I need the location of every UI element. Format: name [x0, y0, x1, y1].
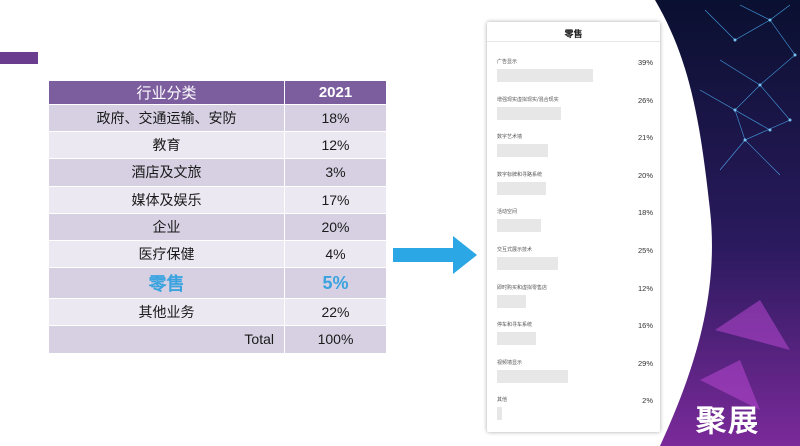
panel-list-item: 其他 2%	[497, 396, 655, 428]
row-label: Total	[48, 325, 285, 354]
panel-item-value: 16%	[637, 321, 653, 331]
table-row: 媒体及娱乐 17%	[48, 185, 387, 214]
panel-item-bar	[497, 332, 536, 346]
right-arrow-icon	[393, 236, 477, 274]
category-header: 行业分类	[48, 80, 285, 105]
panel-item-value: 20%	[637, 170, 653, 180]
panel-item-label: 停车和寻车系统	[497, 322, 533, 329]
row-label: 其他业务	[48, 298, 285, 327]
panel-item-bar	[497, 257, 558, 270]
panel-item-bar	[497, 219, 541, 233]
panel-list-item: 停车和寻车系统 16%	[497, 321, 655, 353]
panel-item-label: 即时购买和虚拟零售店	[497, 284, 548, 291]
row-label: 医疗保健	[48, 239, 285, 269]
table-row-total: Total 100%	[48, 325, 387, 354]
row-value: 3%	[284, 158, 387, 187]
panel-item-label: 交互式展示技术	[497, 247, 533, 253]
panel-item-label: 活动空间	[497, 209, 518, 216]
panel-list-item: 数字艺术墙 21%	[497, 133, 655, 165]
table-row-highlighted: 零售 5%	[48, 267, 387, 300]
retail-panel: 零售 广告显示 39% 增强现实虚拟现实/混合现实 26% 数字艺术墙 21% 数字标牌和寻…	[487, 22, 660, 432]
row-label: 零售	[48, 267, 285, 300]
panel-item-value: 21%	[637, 133, 653, 143]
panel-item-label: 数字标牌和寻路系统	[497, 171, 543, 178]
panel-item-label: 广告显示	[497, 59, 518, 65]
panel-item-bar	[497, 106, 561, 120]
panel-item-label: 视频墙显示	[497, 359, 523, 366]
panel-item-value: 25%	[637, 246, 653, 255]
row-value: 22%	[284, 298, 387, 327]
panel-item-bar	[497, 181, 546, 195]
panel-title: 零售	[564, 30, 583, 40]
panel-item-label: 增强现实虚拟现实/混合现实	[497, 96, 559, 103]
row-label: 媒体及娱乐	[48, 185, 285, 214]
row-value: 5%	[284, 267, 387, 300]
table-row: 教育 12%	[48, 131, 387, 160]
panel-list-item: 数字标牌和寻路系统 20%	[497, 171, 655, 203]
table-row: 酒店及文旅 3%	[48, 158, 387, 187]
panel-list-item: 视频墙显示 29%	[497, 359, 655, 391]
row-value: 12%	[284, 131, 387, 160]
panel-item-value: 2%	[642, 396, 653, 406]
table-header-row: 行业分类 2021	[48, 80, 387, 105]
row-label: 政府、交通运输、安防	[48, 103, 285, 133]
panel-list-item: 交互式展示技术 25%	[497, 246, 655, 278]
panel-item-value: 29%	[637, 358, 653, 368]
row-value: 18%	[284, 103, 387, 133]
row-value: 4%	[284, 239, 387, 269]
year-header: 2021	[284, 80, 387, 105]
panel-list-item: 活动空间 18%	[497, 208, 655, 240]
row-label: 教育	[48, 131, 285, 160]
panel-divider	[487, 41, 660, 42]
panel-item-value: 26%	[637, 95, 653, 105]
row-value: 20%	[284, 212, 387, 241]
panel-item-label: 数字艺术墙	[497, 134, 523, 141]
accent-bar	[0, 52, 38, 64]
table-row: 其他业务 22%	[48, 298, 387, 327]
panel-item-bar	[497, 294, 526, 308]
brand-logo: 聚展	[696, 404, 760, 439]
industry-table: 行业分类 2021 政府、交通运输、安防 18% 教育 12% 酒店及文旅 3%…	[48, 80, 387, 354]
panel-item-value: 12%	[637, 283, 653, 293]
table-row: 医疗保健 4%	[48, 239, 387, 269]
row-value: 17%	[284, 185, 387, 214]
table-row: 政府、交通运输、安防 18%	[48, 103, 387, 133]
row-value: 100%	[284, 325, 387, 354]
panel-item-value: 18%	[637, 208, 653, 218]
table-row: 企业 20%	[48, 212, 387, 241]
panel-item-label: 其他	[497, 397, 508, 404]
panel-item-bar	[497, 369, 568, 383]
panel-list-item: 即时购买和虚拟零售店 12%	[497, 284, 655, 316]
panel-item-bar	[497, 407, 502, 421]
panel-list-item: 增强现实虚拟现实/混合现实 26%	[497, 96, 655, 128]
row-label: 酒店及文旅	[48, 158, 285, 187]
row-label: 企业	[48, 212, 285, 241]
panel-item-bar	[497, 144, 548, 158]
panel-list-item: 广告显示 39%	[497, 58, 655, 90]
panel-item-bar	[497, 69, 593, 82]
panel-item-value: 39%	[637, 58, 653, 67]
